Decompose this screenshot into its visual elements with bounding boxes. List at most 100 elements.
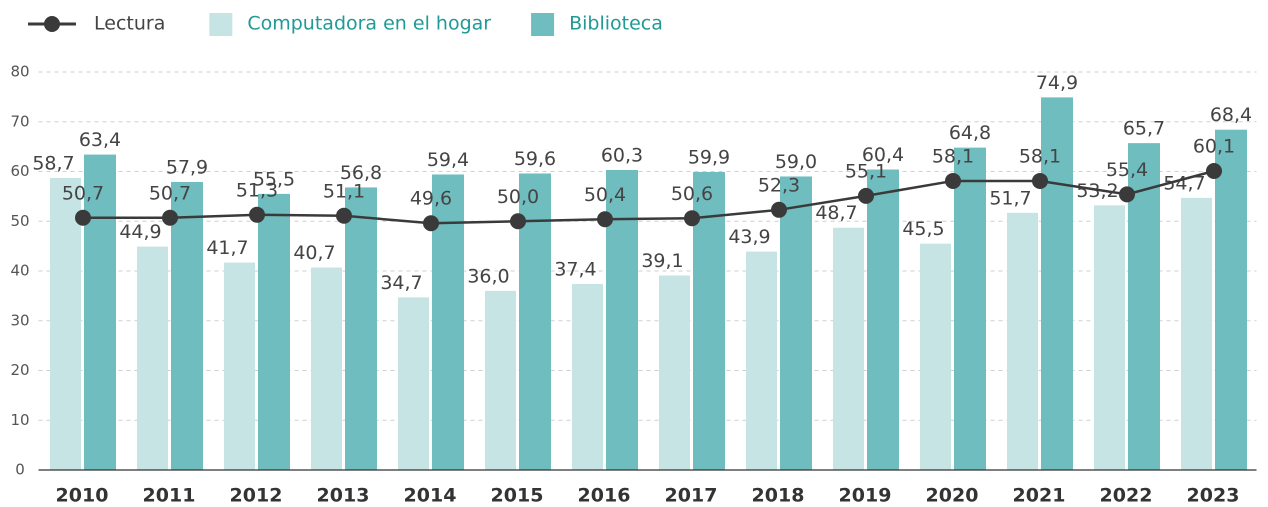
data-label: 50,4 xyxy=(584,184,626,206)
data-label: 48,7 xyxy=(815,202,857,224)
data-label: 63,4 xyxy=(79,129,121,151)
legend-swatch xyxy=(531,13,555,36)
data-label: 51,7 xyxy=(989,187,1031,209)
data-label: 50,7 xyxy=(149,182,191,204)
data-label: 59,4 xyxy=(427,149,469,171)
data-label: 58,7 xyxy=(32,152,74,174)
bar xyxy=(485,290,516,470)
data-label: 74,9 xyxy=(1036,72,1078,94)
bar xyxy=(398,297,429,470)
line-marker xyxy=(858,187,874,204)
x-tick-label: 2019 xyxy=(839,485,892,507)
line-marker xyxy=(75,209,91,226)
y-tick-label: 50 xyxy=(10,212,29,230)
legend-label: Biblioteca xyxy=(569,13,663,35)
data-label: 50,7 xyxy=(62,182,104,204)
x-tick-label: 2016 xyxy=(578,485,631,507)
x-tick-label: 2018 xyxy=(752,485,805,507)
line-marker xyxy=(423,215,439,232)
data-label: 54,7 xyxy=(1163,172,1205,194)
data-label: 36,0 xyxy=(467,265,509,287)
data-label: 68,4 xyxy=(1210,104,1252,126)
y-tick-label: 60 xyxy=(10,162,29,180)
data-label: 59,0 xyxy=(775,151,817,173)
bar xyxy=(1215,129,1247,470)
legend-marker xyxy=(44,16,60,32)
data-label: 43,9 xyxy=(728,226,770,248)
legend-swatch xyxy=(209,13,233,36)
y-tick-label: 10 xyxy=(10,411,29,429)
data-label: 55,5 xyxy=(253,168,295,190)
bar xyxy=(258,193,290,470)
data-label: 44,9 xyxy=(119,221,161,243)
data-label: 34,7 xyxy=(380,272,422,294)
line-marker xyxy=(1206,163,1222,180)
x-tick-label: 2023 xyxy=(1187,485,1240,507)
line-marker xyxy=(597,211,613,228)
data-label: 49,6 xyxy=(410,188,452,210)
bar xyxy=(867,169,899,470)
bar xyxy=(833,227,864,470)
data-label: 58,1 xyxy=(932,145,974,167)
x-tick-label: 2015 xyxy=(491,485,544,507)
line-marker xyxy=(510,213,526,230)
y-tick-label: 20 xyxy=(10,361,29,379)
bar xyxy=(780,176,812,470)
y-tick-label: 70 xyxy=(10,112,29,130)
bar xyxy=(920,243,951,470)
y-tick-label: 0 xyxy=(15,461,25,479)
legend-label: Computadora en el hogar xyxy=(247,13,491,35)
x-tick-label: 2012 xyxy=(230,485,283,507)
line-marker xyxy=(771,201,787,218)
data-label: 50,0 xyxy=(497,186,539,208)
line xyxy=(83,169,1215,225)
data-label: 60,1 xyxy=(1193,136,1235,158)
x-tick-label: 2014 xyxy=(404,485,457,507)
data-label: 60,3 xyxy=(601,145,643,167)
data-label: 56,8 xyxy=(340,162,382,184)
data-label: 37,4 xyxy=(554,258,596,280)
data-label: 55,4 xyxy=(1106,159,1148,181)
line-marker xyxy=(684,210,700,227)
bar xyxy=(954,147,986,470)
x-tick-label: 2013 xyxy=(317,485,370,507)
data-label: 64,8 xyxy=(949,122,991,144)
bar xyxy=(1094,205,1125,470)
bar xyxy=(311,267,342,470)
data-label: 60,4 xyxy=(862,144,904,166)
bar xyxy=(1041,97,1073,470)
data-label: 51,1 xyxy=(323,180,365,202)
data-label: 50,6 xyxy=(671,183,713,205)
bar xyxy=(84,154,116,470)
bar xyxy=(50,177,81,470)
data-label: 39,1 xyxy=(641,250,683,272)
data-label: 59,6 xyxy=(514,148,556,170)
data-label: 65,7 xyxy=(1123,118,1165,140)
bar xyxy=(224,262,255,470)
data-label: 58,1 xyxy=(1019,145,1061,167)
line-marker xyxy=(162,209,178,226)
x-tick-label: 2022 xyxy=(1100,485,1153,507)
line-marker xyxy=(336,207,352,224)
data-label: 59,9 xyxy=(688,146,730,168)
y-tick-label: 80 xyxy=(10,63,29,81)
bar xyxy=(659,275,690,470)
bar xyxy=(572,283,603,470)
bar xyxy=(1007,212,1038,471)
data-label: 57,9 xyxy=(166,156,208,178)
y-tick-label: 40 xyxy=(10,262,29,280)
data-label: 41,7 xyxy=(206,237,248,259)
x-tick-label: 2011 xyxy=(143,485,196,507)
x-tick-label: 2017 xyxy=(665,485,718,507)
bar xyxy=(746,251,777,470)
data-label: 55,1 xyxy=(845,160,887,182)
legend-label: Lectura xyxy=(94,13,165,35)
line-marker xyxy=(249,206,265,223)
x-tick-label: 2010 xyxy=(56,485,109,507)
bar xyxy=(1181,197,1212,470)
bar xyxy=(171,181,203,470)
data-label: 51,3 xyxy=(236,179,278,201)
bar xyxy=(345,187,377,471)
line-marker xyxy=(1119,186,1135,203)
